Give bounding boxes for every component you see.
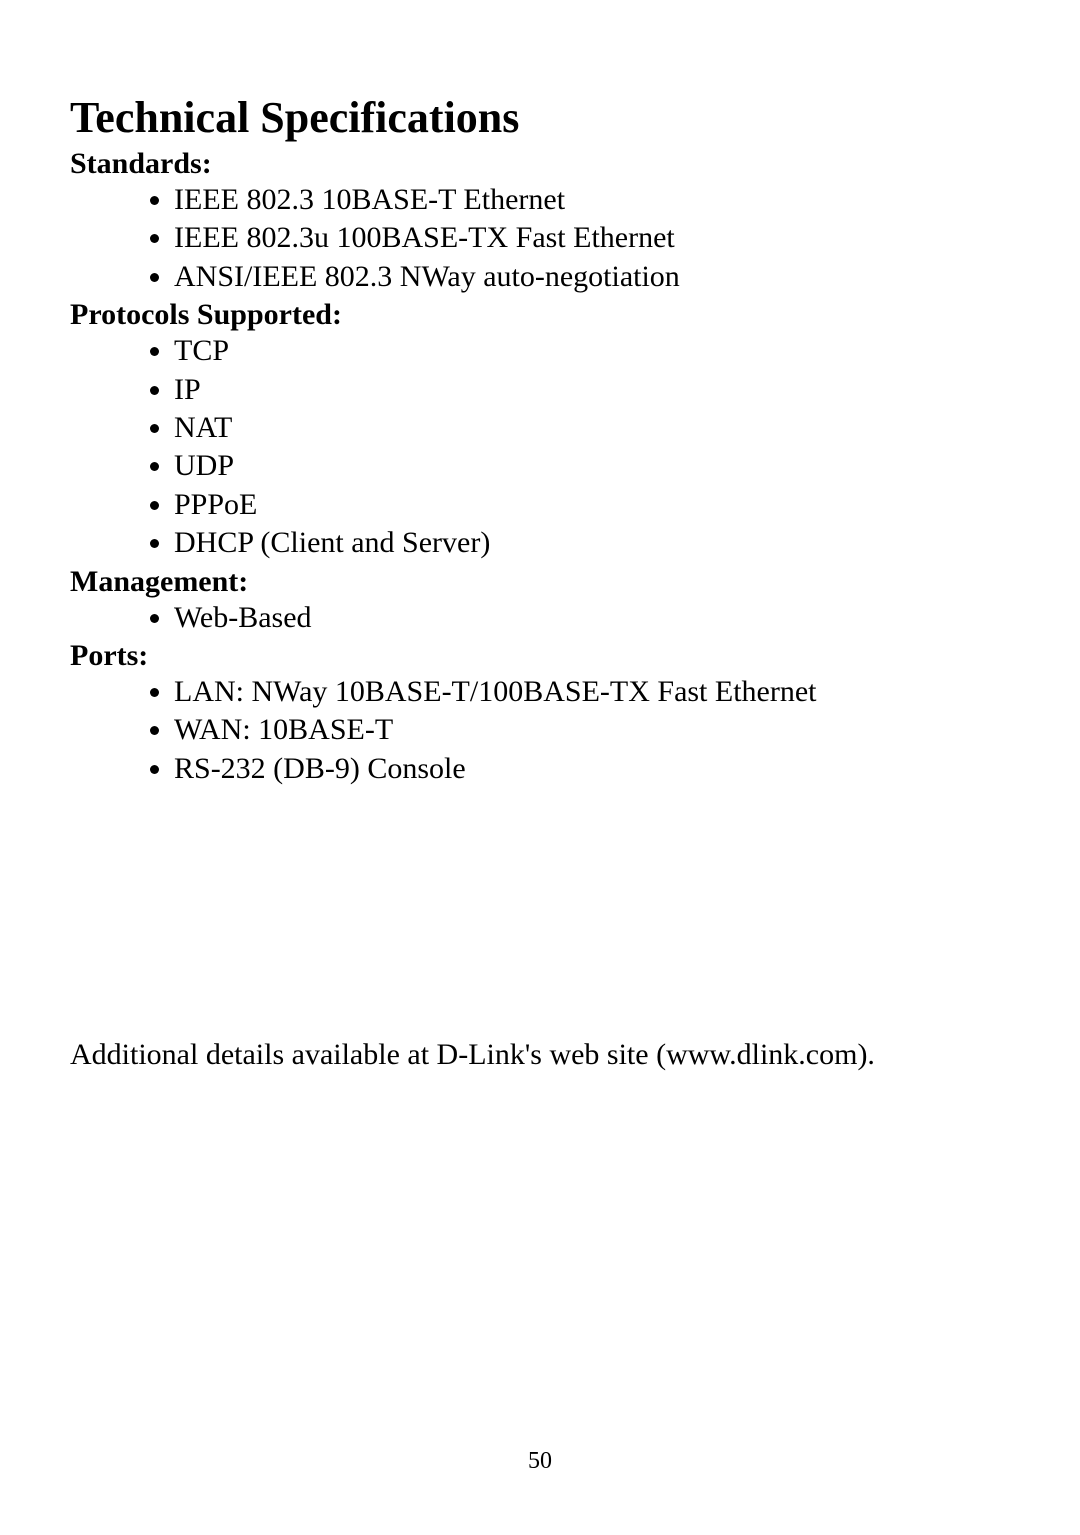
- list-item: UDP: [174, 447, 1010, 485]
- protocols-list: TCP IP NAT UDP PPPoE DHCP (Client and Se…: [174, 332, 1010, 562]
- list-item: Web-Based: [174, 599, 1010, 637]
- list-item: RS-232 (DB-9) Console: [174, 750, 1010, 788]
- list-item: WAN: 10BASE-T: [174, 711, 1010, 749]
- management-list: Web-Based: [174, 599, 1010, 637]
- list-item: TCP: [174, 332, 1010, 370]
- list-item: PPPoE: [174, 486, 1010, 524]
- list-item: LAN: NWay 10BASE-T/100BASE-TX Fast Ether…: [174, 673, 1010, 711]
- standards-heading: Standards:: [70, 147, 1010, 181]
- list-item: IP: [174, 371, 1010, 409]
- standards-list: IEEE 802.3 10BASE-T Ethernet IEEE 802.3u…: [174, 181, 1010, 296]
- list-item: ANSI/IEEE 802.3 NWay auto-negotiation: [174, 258, 1010, 296]
- list-item: DHCP (Client and Server): [174, 524, 1010, 562]
- list-item: IEEE 802.3 10BASE-T Ethernet: [174, 181, 1010, 219]
- management-heading: Management:: [70, 565, 1010, 599]
- list-item: NAT: [174, 409, 1010, 447]
- ports-heading: Ports:: [70, 639, 1010, 673]
- protocols-heading: Protocols Supported:: [70, 298, 1010, 332]
- page-title: Technical Specifications: [70, 92, 1010, 143]
- ports-list: LAN: NWay 10BASE-T/100BASE-TX Fast Ether…: [174, 673, 1010, 788]
- footer-text: Additional details available at D-Link's…: [70, 1038, 1010, 1072]
- page-number: 50: [0, 1448, 1080, 1475]
- list-item: IEEE 802.3u 100BASE-TX Fast Ethernet: [174, 219, 1010, 257]
